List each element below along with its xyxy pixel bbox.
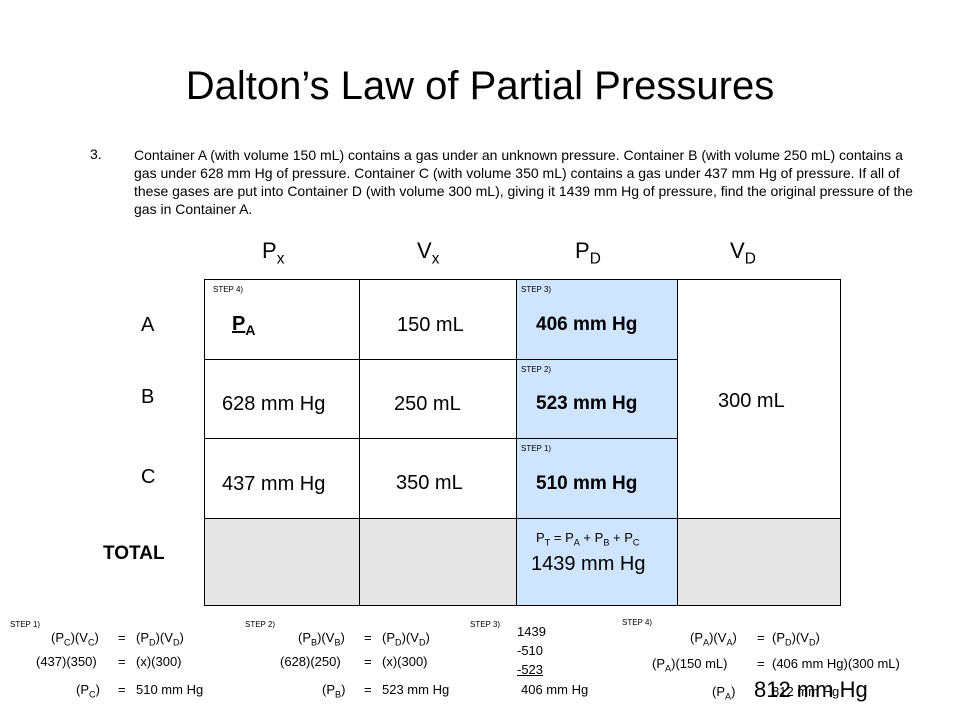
cell-a-vx: 150 mL	[359, 279, 517, 360]
cell-c-pd: STEP 1) 510 mm Hg	[516, 438, 678, 519]
row-label-a: A	[141, 314, 155, 336]
row-label-c: C	[141, 466, 156, 488]
header-pd: PD	[575, 238, 601, 268]
cell-c-vx: 350 mL	[359, 438, 517, 519]
cell-a-px: STEP 4) PA	[204, 279, 360, 360]
cell-b-vx: 250 mL	[359, 359, 517, 439]
cell-a-pd: STEP 3) 406 mm Hg	[516, 279, 678, 360]
cell-total-vd	[677, 518, 841, 606]
header-px: Px	[262, 238, 285, 268]
total-formula: PT = PA + PB + PC	[536, 530, 640, 548]
final-answer: 812 mm Hg	[754, 677, 868, 702]
header-vd: VD	[730, 238, 756, 268]
row-label-total: TOTAL	[103, 543, 165, 564]
page-title: Dalton’s Law of Partial Pressures	[185, 64, 775, 108]
row-label-b: B	[141, 386, 155, 408]
cell-c-px: 437 mm Hg	[204, 438, 360, 519]
cell-a-px-value: PA	[232, 313, 256, 338]
cell-total-pd: PT = PA + PB + PC 1439 mm Hg	[516, 518, 678, 606]
header-vx: Vx	[417, 238, 440, 268]
problem-number: 3.	[90, 146, 102, 162]
total-value: 1439 mm Hg	[531, 553, 646, 575]
problem-text: Container A (with volume 150 mL) contain…	[134, 147, 913, 217]
cell-b-pd: STEP 2) 523 mm Hg	[516, 359, 678, 439]
cell-b-px: 628 mm Hg	[204, 359, 360, 439]
cell-total-px	[204, 518, 360, 606]
cell-total-vx	[359, 518, 517, 606]
cell-vd: 300 mL	[677, 279, 841, 519]
